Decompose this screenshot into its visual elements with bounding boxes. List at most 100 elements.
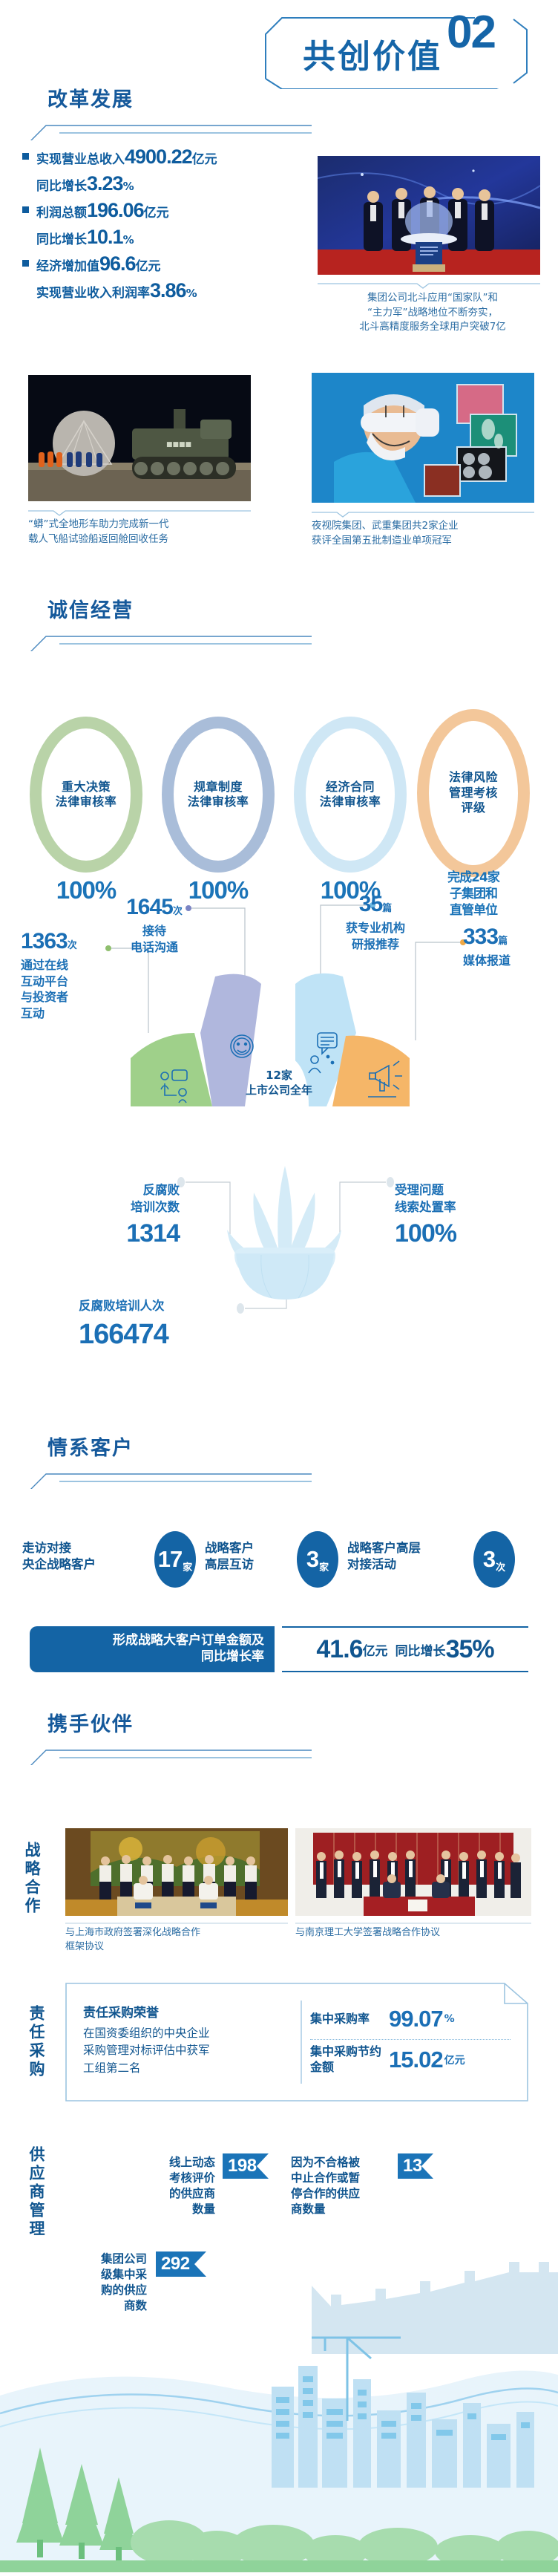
page-banner: 02 共创价值 bbox=[252, 7, 549, 89]
order-bar-values: 41.6 亿元 同比增长 35% bbox=[282, 1626, 528, 1672]
procurement-divider bbox=[310, 2039, 511, 2040]
ellipse-label: 重大决策 法律审核率 bbox=[55, 779, 117, 809]
bullet-sub-label: 同比增长 bbox=[36, 232, 87, 247]
supplier-stat-number: 13 bbox=[403, 2156, 422, 2176]
order-growth: 35% bbox=[445, 1634, 495, 1663]
lotus-label: 反腐败培训人次 bbox=[79, 1299, 165, 1313]
fan-number: 1645 bbox=[126, 895, 174, 919]
lotus-stat-training-count: 反腐败 培训次数 1314 bbox=[105, 1166, 180, 1268]
bullet-square-icon bbox=[22, 153, 29, 160]
ellipse-label: 经济合同 法律审核率 bbox=[319, 779, 381, 809]
section-title-customer: 情系客户 bbox=[47, 1437, 134, 1460]
procurement-honor: 责任采购荣誉 在国资委组织的中央企业 采购管理对标评估中获军 工组第二名 bbox=[83, 2002, 298, 2077]
bullet-square-icon bbox=[22, 260, 29, 267]
photo-medical-imaging-image bbox=[312, 373, 534, 503]
supplier-stat-online: 线上动态 考核评价 的供应商 数量 bbox=[145, 2155, 215, 2217]
lotus-label: 受理问题 线索处置率 bbox=[395, 1183, 456, 1214]
bullet-value: 196.06 bbox=[87, 199, 145, 221]
procurement-metric-label: 集中采购率 bbox=[310, 2011, 370, 2026]
bullet-unit: 亿元 bbox=[143, 206, 169, 221]
customer-stat-label: 走访对接 央企战略客户 bbox=[22, 1541, 96, 1572]
bullet-sub-unit: % bbox=[122, 233, 134, 247]
supplier-stat-flag-central: 292 bbox=[156, 2251, 206, 2277]
bullet-label: 实现营业总收入 bbox=[36, 152, 125, 167]
bullet-sub-value: 10.1 bbox=[87, 226, 124, 248]
order-amount: 41.6 bbox=[316, 1634, 363, 1663]
photo-shanghai-signing bbox=[65, 1828, 288, 1916]
customer-stat-pill-visits: 17 家 bbox=[154, 1531, 196, 1588]
side-label-supplier-management: 供应商管理 bbox=[27, 2146, 45, 2239]
supplier-stat-text: 因为不合格被 中止合作或暂 停合作的供应 商数量 bbox=[291, 2156, 361, 2216]
caption-divider-icon bbox=[318, 283, 540, 289]
ellipse-value: 100% bbox=[56, 876, 116, 904]
section-heading-customer: 情系客户 bbox=[15, 1432, 312, 1489]
lotus-stat-case-handling: 受理问题 线索处置率 100% bbox=[395, 1166, 506, 1268]
fan-text: 媒体报道 bbox=[463, 953, 511, 968]
fan-number: 1363 bbox=[21, 929, 68, 953]
customer-stat-pill-exchange: 3 家 bbox=[297, 1531, 338, 1588]
procurement-panel: 责任采购荣誉 在国资委组织的中央企业 采购管理对标评估中获军 工组第二名 集中采… bbox=[65, 1983, 528, 2101]
fan-text: 接待 电话沟通 bbox=[130, 924, 178, 954]
order-amount-unit: 亿元 bbox=[362, 1643, 388, 1659]
photo-caption-njust: 与南京理工大学签署战略合作协议 bbox=[295, 1927, 441, 1938]
bullet-item: 实现营业总收入 4900.22 亿元 同比增长 3.23 % bbox=[22, 146, 289, 195]
section-title-reform: 改革发展 bbox=[47, 88, 134, 111]
bullet-sub-label: 同比增长 bbox=[36, 179, 87, 194]
bullet-sub-label: 实现营业收入利润率 bbox=[36, 286, 150, 301]
fan-number: 333 bbox=[463, 925, 499, 949]
bullet-label: 经济增加值 bbox=[36, 259, 99, 274]
fan-text: 通过在线 互动平台 与投资者 互动 bbox=[21, 958, 69, 1020]
customer-stats-row: 走访对接 央企战略客户 17 家 战略客户 高层互访 3 家 战略客户高层 对接… bbox=[0, 1524, 558, 1613]
supplier-stat-flag-online: 198 bbox=[223, 2153, 269, 2179]
photo-caption-shanghai: 与上海市政府签署深化战略合作 框架协议 bbox=[65, 1927, 201, 1952]
bottom-cityscape-illustration bbox=[0, 2228, 558, 2572]
bullet-sub-unit: % bbox=[186, 287, 197, 300]
customer-stat-unit: 家 bbox=[183, 1562, 193, 1574]
order-growth-label: 同比增长 bbox=[395, 1643, 446, 1659]
supplier-stats: 线上动态 考核评价 的供应商 数量 198 因为不合格被 中止合作或暂 停合作的… bbox=[0, 2139, 558, 2451]
photo-caption-medical: 夜视院集团、武重集团共2家企业 获评全国第五批制造业单项冠军 bbox=[312, 520, 459, 547]
procurement-metric-row: 集中采购节约 金额 15.02 亿元 bbox=[310, 2040, 511, 2080]
photo-njust-signing bbox=[295, 1828, 531, 1916]
ellipse-value: 完成24家 子集团和 直管单位 bbox=[447, 870, 500, 919]
fan-stat-phone: 1645次 接待 电话沟通 bbox=[117, 895, 191, 955]
bullet-unit: 亿元 bbox=[191, 152, 217, 167]
fan-chart-graphic bbox=[105, 902, 466, 1106]
supplier-stat-flag-terminated: 13 bbox=[398, 2153, 433, 2179]
ellipse-value: 100% bbox=[188, 876, 249, 904]
ellipse-value: 100% bbox=[320, 876, 381, 904]
fan-stat-online-platform: 1363次 通过在线 互动平台 与投资者 互动 bbox=[21, 929, 77, 1021]
procurement-metric-unit: % bbox=[444, 2013, 455, 2025]
bullet-item: 经济增加值 96.6 亿元 实现营业收入利润率 3.86 % bbox=[22, 252, 289, 302]
caption-divider-icon bbox=[295, 1923, 531, 1924]
section-title-integrity: 诚信经营 bbox=[47, 599, 134, 622]
reform-bullet-list: 实现营业总收入 4900.22 亿元 同比增长 3.23 % 利润总额 196.… bbox=[22, 146, 289, 306]
section-title-partner: 携手伙伴 bbox=[47, 1713, 134, 1736]
customer-stat-unit: 家 bbox=[319, 1562, 329, 1574]
heading-underline-icon bbox=[30, 125, 312, 140]
caption-divider-icon bbox=[65, 1923, 288, 1924]
lotus-stat-training-persons: 反腐败培训人次 166474 bbox=[79, 1298, 242, 1354]
customer-stat-number: 3 bbox=[482, 1546, 496, 1572]
investor-relations-fan-chart: 1363次 通过在线 互动平台 与投资者 互动 1645次 接待 电话沟通 35… bbox=[0, 887, 558, 1125]
banner-frame-icon bbox=[265, 17, 528, 89]
caption-divider-icon bbox=[312, 512, 534, 518]
heading-underline-icon bbox=[30, 1750, 312, 1765]
supplier-stat-text: 线上动态 考核评价 的供应商 数量 bbox=[168, 2156, 215, 2216]
procurement-honor-body: 在国资委组织的中央企业 采购管理对标评估中获军 工组第二名 bbox=[83, 2026, 210, 2075]
banner-number: 02 bbox=[447, 7, 496, 58]
lotus-label: 反腐败 培训次数 bbox=[131, 1183, 180, 1214]
procurement-metric-unit: 亿元 bbox=[444, 2055, 465, 2067]
photo-beidou-launch-ceremony-image bbox=[318, 156, 540, 275]
integrity-ellipse-row: 重大决策 法律审核率 100% 规章制度 法律审核率 100% 经济合同 法律审… bbox=[0, 709, 558, 918]
bullet-square-icon bbox=[22, 206, 29, 213]
section-heading-partner: 携手伙伴 bbox=[15, 1708, 312, 1765]
procurement-metric-row: 集中采购率 99.07 % bbox=[310, 1999, 511, 2039]
bullet-sub-value: 3.86 bbox=[150, 279, 187, 301]
photo-beidou-launch-ceremony bbox=[318, 156, 540, 275]
bullet-label: 利润总额 bbox=[36, 206, 87, 221]
customer-stat-label: 战略客户高层 对接活动 bbox=[347, 1541, 421, 1572]
strategic-order-bar: 形成战略大客户订单金额及 同比增长率 41.6 亿元 同比增长 35% bbox=[30, 1626, 528, 1672]
supplier-stat-number: 198 bbox=[228, 2156, 257, 2176]
